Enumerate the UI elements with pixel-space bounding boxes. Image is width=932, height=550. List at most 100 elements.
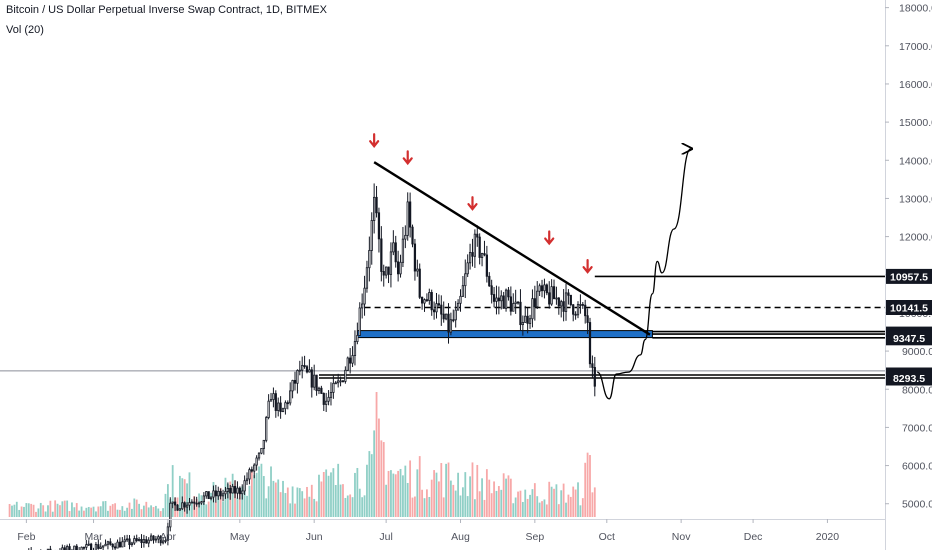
volume-bar [202, 499, 205, 517]
candle-body [128, 538, 131, 546]
volume-bar [584, 462, 587, 517]
candle-body [562, 301, 565, 312]
volume-bar [274, 482, 277, 517]
y-tick-label: 5000.0 [902, 499, 932, 511]
volume-bar [560, 490, 563, 517]
volume-bar [272, 480, 275, 517]
volume-bar [186, 483, 188, 517]
descending-trendline[interactable] [373, 161, 651, 336]
y-tick-label: 9000.0 [902, 346, 932, 358]
volume-bar [402, 475, 404, 517]
support-zone[interactable] [356, 330, 653, 339]
volume-bar [35, 511, 37, 517]
candle-body [68, 546, 71, 550]
volume-bar [344, 497, 347, 517]
volume-bar [255, 472, 258, 517]
price-label: 8293.5 [893, 373, 925, 385]
candle-body [536, 290, 539, 308]
peak-arrow[interactable] [467, 196, 478, 211]
candle-body [317, 387, 321, 392]
volume-bar [390, 470, 392, 517]
volume-bar [23, 506, 25, 517]
candle-body [341, 380, 345, 383]
candle-body [82, 546, 86, 549]
volume-bar [495, 490, 498, 517]
price-label: 10141.5 [890, 303, 928, 315]
candle-body [154, 538, 158, 541]
volume-bar [143, 505, 145, 517]
volume-bar [30, 503, 33, 517]
volume-bar [308, 496, 311, 517]
volume-bar [392, 473, 395, 517]
x-tick-label: Dec [744, 531, 763, 543]
volume-bar [152, 507, 155, 517]
candle-body [538, 285, 541, 292]
candle-body [545, 284, 548, 294]
volume-bar [397, 470, 400, 517]
candle-body [555, 297, 558, 300]
volume-bar [536, 496, 539, 517]
volume-bar [533, 483, 536, 517]
candle-body [250, 469, 253, 472]
volume-bar [277, 479, 280, 517]
candle-body [85, 544, 88, 548]
candle-body [397, 261, 400, 275]
y-tick-label: 18000.0 [899, 3, 932, 15]
volume-bar [500, 489, 503, 517]
candle-body [133, 538, 136, 544]
candle-body [125, 538, 129, 541]
candle-body [492, 294, 496, 302]
candle-body [97, 544, 100, 549]
volume-bar [565, 502, 567, 517]
volume-bar [200, 495, 203, 517]
candle-body [543, 284, 546, 292]
volume-bar [569, 496, 572, 517]
volume-bar [593, 487, 596, 517]
volume-bar [205, 504, 208, 517]
candle-body [346, 357, 349, 371]
volume-bar [234, 480, 236, 517]
candle-body [243, 480, 246, 492]
horizontal-levels [0, 275, 885, 379]
projection-path[interactable] [596, 149, 691, 400]
volume-bar [298, 488, 301, 517]
candle-body [507, 289, 510, 298]
candle-body [121, 541, 124, 548]
candle-body [94, 544, 98, 550]
candle-body [418, 268, 421, 298]
volume-bar [449, 480, 452, 517]
candle-body [73, 545, 76, 550]
volume-bar [133, 498, 136, 517]
candle-body [303, 365, 306, 368]
peak-arrow[interactable] [402, 150, 413, 166]
candle-body [524, 315, 527, 323]
volume-bar [337, 463, 340, 517]
candle-body [329, 392, 333, 398]
volume-bar [8, 504, 11, 517]
peak-arrow[interactable] [369, 133, 380, 148]
volume-bar [378, 418, 380, 517]
candle-body [245, 478, 249, 482]
volume-bar [246, 495, 248, 517]
volume-bar [310, 484, 313, 517]
peak-arrow[interactable] [544, 230, 555, 246]
candle-body [370, 220, 373, 251]
volume-bar [157, 508, 160, 517]
volume-bar [428, 496, 431, 517]
volume-bar [20, 506, 23, 517]
volume-bar [435, 472, 438, 517]
candle-body [339, 380, 342, 383]
volume-indicator-label[interactable]: Vol (20) [6, 24, 44, 36]
candle-body [413, 243, 417, 272]
volume-bar [557, 504, 560, 517]
candle-body [574, 313, 577, 316]
candle-body [104, 543, 107, 547]
time-axis: Feb Mar Apr May Jun Jul Aug Sep Oct Nov Dec 2020 [0, 519, 885, 543]
candle-body [483, 253, 486, 256]
candle-body [497, 297, 500, 302]
x-tick-label: Sep [525, 531, 544, 543]
peak-arrow[interactable] [582, 259, 593, 274]
volume-bar [80, 506, 83, 517]
candle-body [173, 501, 177, 506]
volume-bar [250, 470, 253, 517]
